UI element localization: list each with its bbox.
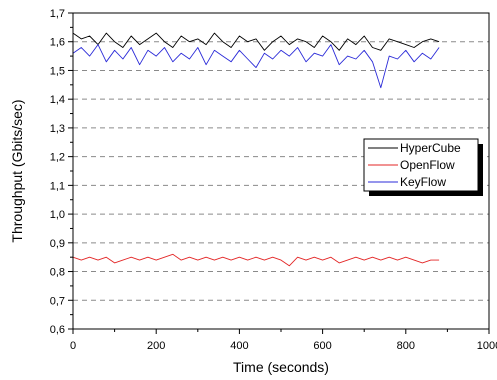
y-axis-title: Throughput (Gbits/sec) <box>9 99 25 242</box>
y-tick-label: 1,7 <box>50 8 65 20</box>
legend-label-openflow: OpenFlow <box>400 158 455 172</box>
series-line-openflow <box>72 253 440 267</box>
y-tick-label: 0,8 <box>50 267 65 279</box>
series-line-keyflow <box>72 44 440 89</box>
series-layer <box>72 32 440 267</box>
y-tick-label: 1,4 <box>50 94 65 106</box>
y-tick-label: 0,6 <box>50 324 65 336</box>
y-tick-label: 1,1 <box>50 180 65 192</box>
y-tick-label: 1,3 <box>50 123 65 135</box>
y-tick-label: 0,9 <box>50 238 65 250</box>
y-tick-label: 0,7 <box>50 295 65 307</box>
x-tick-label: 400 <box>230 340 248 352</box>
y-tick-label: 1,0 <box>50 209 65 221</box>
x-tick-label: 200 <box>147 340 165 352</box>
x-tick-label: 600 <box>313 340 331 352</box>
x-tick-label: 1000 <box>477 340 497 352</box>
x-axis-title: Time (seconds) <box>233 359 329 375</box>
axis-layer: 0,6 0,7 0,8 0,9 1,0 1,1 1,2 1,3 1,4 1,5 1,6 1,7 0 200… <box>50 8 497 352</box>
series-line-hypercube <box>72 32 440 51</box>
y-tick-label: 1,6 <box>50 37 65 49</box>
x-tick-label: 800 <box>397 340 415 352</box>
legend: HyperCube OpenFlow KeyFlow <box>363 138 483 196</box>
y-tick-label: 1,2 <box>50 152 65 164</box>
legend-label-keyflow: KeyFlow <box>400 175 446 189</box>
legend-label-hypercube: HyperCube <box>400 141 461 155</box>
x-tick-label: 0 <box>70 340 76 352</box>
y-tick-label: 1,5 <box>50 65 65 77</box>
